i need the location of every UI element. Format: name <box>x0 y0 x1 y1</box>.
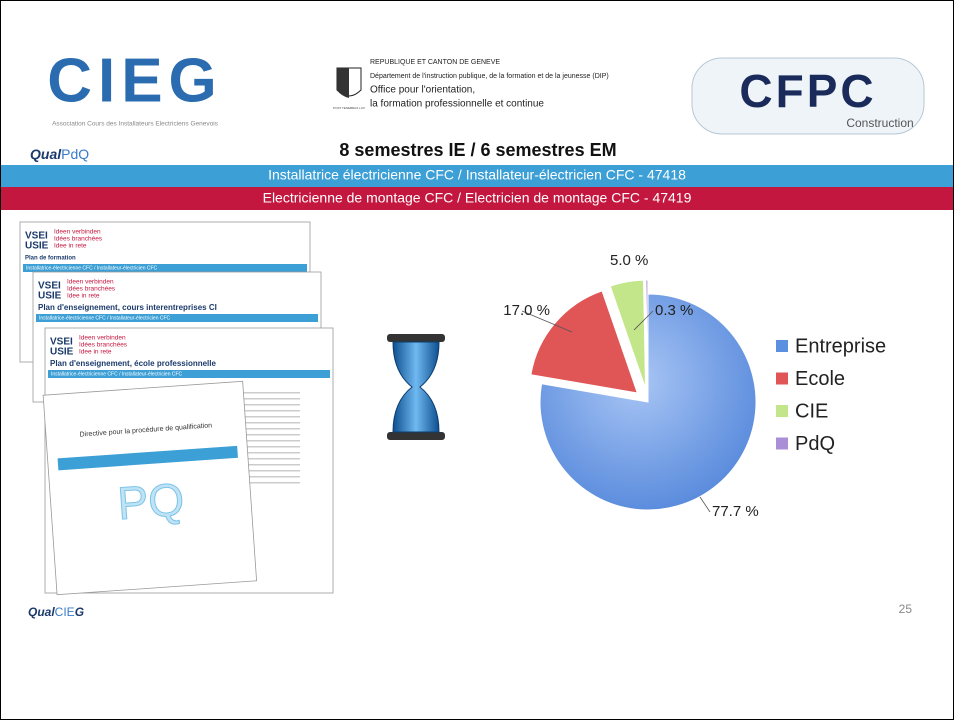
brand: QualPdQ <box>30 146 89 162</box>
doc-pq-letters: PQ <box>116 473 186 530</box>
svg-text:POST TENEBRAS LUX: POST TENEBRAS LUX <box>333 106 365 110</box>
doc-slogan: Idées branchées <box>79 342 128 349</box>
doc-title: Plan d'enseignement, école professionnel… <box>50 359 217 368</box>
doc-title: Plan de formation <box>25 256 76 262</box>
legend-label: CIE <box>795 400 828 422</box>
legend-label: Ecole <box>795 368 845 390</box>
doc-subtitle: Installatrice-électricienne CFC / Instal… <box>51 371 183 377</box>
gov-line: la formation professionnelle et continue <box>370 99 544 110</box>
logo-right: CFPC <box>739 65 876 117</box>
doc-slogan: Ideen verbinden <box>67 279 114 286</box>
gov-line: REPUBLIQUE ET CANTON DE GENEVE <box>370 59 500 66</box>
legend-swatch <box>776 340 788 352</box>
doc-logo: USIE <box>25 241 49 252</box>
doc-subtitle: Installatrice-électricienne CFC / Instal… <box>39 315 171 321</box>
data-label: 5.0 % <box>610 252 648 269</box>
legend-label: PdQ <box>795 433 835 455</box>
gov-line: Office pour l'orientation, <box>370 85 475 96</box>
doc-pq: Directive pour la procédure de qualifica… <box>43 381 256 594</box>
legend-swatch <box>776 405 788 417</box>
legend-swatch <box>776 438 788 450</box>
logo-left-caption: Association Cours des Installateurs Elec… <box>52 121 219 128</box>
legend-label: Entreprise <box>795 335 886 357</box>
gov-line: Département de l'instruction publique, d… <box>370 73 609 80</box>
doc-slogan: Idées branchées <box>54 236 103 243</box>
data-label: 77.7 % <box>712 503 759 520</box>
data-label: 17.0 % <box>503 302 550 319</box>
footer-brand: QualCIEG <box>28 605 84 619</box>
data-label: 0.3 % <box>655 302 693 319</box>
slide: CIEG Association Cours des Installateurs… <box>0 0 954 720</box>
page-number: 25 <box>899 602 913 616</box>
doc-slogan: Idee in rete <box>79 349 112 356</box>
band-blue-text: Installatrice électricienne CFC / Instal… <box>268 167 686 183</box>
doc-slogan: Idées branchées <box>67 286 116 293</box>
logo-left: CIEG <box>47 46 223 115</box>
doc-slogan: Ideen verbinden <box>54 229 101 236</box>
doc-logo: USIE <box>38 291 62 302</box>
doc-title: Plan d'enseignement, cours interentrepri… <box>38 303 217 312</box>
doc-slogan: Idee in rete <box>54 243 87 250</box>
logo-right-caption: Construction <box>846 116 913 130</box>
doc-slogan: Ideen verbinden <box>79 335 126 342</box>
doc-slogan: Idee in rete <box>67 293 100 300</box>
band-red-text: Electricienne de montage CFC / Electrici… <box>263 190 692 206</box>
title: 8 semestres IE / 6 semestres EM <box>339 140 616 160</box>
legend-swatch <box>776 373 788 385</box>
doc-logo: USIE <box>50 347 74 358</box>
doc-subtitle: Installatrice-électricienne CFC / Instal… <box>26 265 158 271</box>
